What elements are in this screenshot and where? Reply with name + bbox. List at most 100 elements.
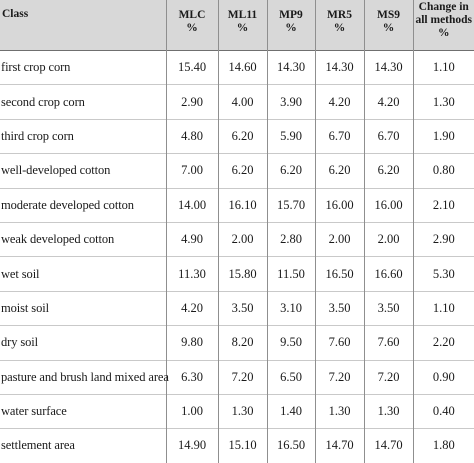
ml11-cell: 8.20 xyxy=(217,325,267,361)
class-cell: first crop corn xyxy=(1,60,71,75)
table-row: dry soil 9.80 8.20 9.50 7.60 7.60 2.20 xyxy=(0,325,474,361)
class-cell: moderate developed cotton xyxy=(0,187,166,223)
mr5-cell: 7.20 xyxy=(314,359,364,395)
ms9-cell: 6.70 xyxy=(363,118,413,154)
ms9-cell: 14.30 xyxy=(363,50,413,85)
mp9-cell: 3.90 xyxy=(266,84,315,120)
ml11-cell: 7.20 xyxy=(217,359,267,395)
change-cell: 2.90 xyxy=(412,221,474,257)
ms9-cell: 1.30 xyxy=(363,393,413,429)
mp9-cell: 6.50 xyxy=(266,359,315,395)
mp9-cell: 1.40 xyxy=(266,393,315,429)
table-row: second crop corn 2.90 4.00 3.90 4.20 4.2… xyxy=(0,84,474,120)
mlc-cell: 11.30 xyxy=(165,256,218,292)
mp9-cell: 5.90 xyxy=(266,118,315,154)
change-cell: 1.80 xyxy=(412,428,474,463)
table-row: moist soil 4.20 3.50 3.10 3.50 3.50 1.10 xyxy=(0,290,474,326)
table-row: first crop corn 15.40 14.60 14.30 14.30 … xyxy=(0,50,474,85)
class-cell: wet soil xyxy=(0,256,166,292)
table-body: first crop corn 15.40 14.60 14.30 14.30 … xyxy=(0,50,474,463)
mp9-cell: 3.10 xyxy=(266,290,315,326)
ms9-cell: 4.20 xyxy=(363,84,413,120)
class-cell: settlement area xyxy=(0,428,166,463)
mr5-cell: 1.30 xyxy=(314,393,364,429)
mp9-cell: 9.50 xyxy=(266,325,315,361)
mlc-cell: 15.40 xyxy=(165,50,218,85)
mp9-cell: 14.30 xyxy=(266,50,315,85)
header-mp9: MP9% xyxy=(266,0,315,51)
ml11-cell: 16.10 xyxy=(217,187,267,223)
ml11-cell: 6.20 xyxy=(217,153,267,189)
ml11-cell: 4.00 xyxy=(217,84,267,120)
ml11-cell: 14.60 xyxy=(217,50,267,85)
header-mr5: MR5% xyxy=(314,0,364,51)
class-cell: second crop corn xyxy=(0,84,166,120)
mlc-cell: 7.00 xyxy=(165,153,218,189)
change-cell: 2.20 xyxy=(412,325,474,361)
class-cell: pasture and brush land mixed area xyxy=(0,359,169,395)
mr5-cell: 16.50 xyxy=(314,256,364,292)
table-row: pasture and brush land mixed area 6.30 7… xyxy=(0,359,474,395)
change-cell: 1.90 xyxy=(412,118,474,154)
change-cell: 1.30 xyxy=(412,84,474,120)
change-cell: 1.10 xyxy=(412,290,474,326)
mr5-cell: 6.20 xyxy=(314,153,364,189)
table-row: wet soil 11.30 15.80 11.50 16.50 16.60 5… xyxy=(0,256,474,292)
mp9-cell: 11.50 xyxy=(266,256,315,292)
mr5-cell: 4.20 xyxy=(314,84,364,120)
table-row: settlement area 14.90 15.10 16.50 14.70 … xyxy=(0,428,474,463)
class-cell: weak developed cotton xyxy=(0,221,166,257)
class-cell: moist soil xyxy=(0,290,166,326)
mr5-cell: 6.70 xyxy=(314,118,364,154)
ml11-cell: 15.10 xyxy=(217,428,267,463)
table-row: weak developed cotton 4.90 2.00 2.80 2.0… xyxy=(0,221,474,257)
ms9-cell: 7.20 xyxy=(363,359,413,395)
header-change: Change in all methods% xyxy=(412,0,474,51)
ml11-cell: 2.00 xyxy=(217,221,267,257)
mlc-cell: 4.90 xyxy=(165,221,218,257)
ms9-cell: 6.20 xyxy=(363,153,413,189)
ml11-cell: 1.30 xyxy=(217,393,267,429)
header-class: Class xyxy=(0,0,166,51)
mlc-cell: 14.90 xyxy=(165,428,218,463)
class-cell: water surface xyxy=(0,393,166,429)
mlc-cell: 14.00 xyxy=(165,187,218,223)
mp9-cell: 15.70 xyxy=(266,187,315,223)
header-mlc: MLC% xyxy=(165,0,218,51)
mr5-cell: 14.70 xyxy=(314,428,364,463)
header-ml11: ML11% xyxy=(217,0,267,51)
table-row: water surface 1.00 1.30 1.40 1.30 1.30 0… xyxy=(0,393,474,429)
change-cell: 1.10 xyxy=(412,50,474,85)
ms9-cell: 2.00 xyxy=(363,221,413,257)
change-cell: 0.40 xyxy=(412,393,474,429)
header-ms9: MS9% xyxy=(363,0,413,51)
mlc-cell: 1.00 xyxy=(165,393,218,429)
mp9-cell: 6.20 xyxy=(266,153,315,189)
mlc-cell: 6.30 xyxy=(165,359,218,395)
ml11-cell: 3.50 xyxy=(217,290,267,326)
class-cell: well-developed cotton xyxy=(0,153,166,189)
ms9-cell: 16.60 xyxy=(363,256,413,292)
change-cell: 0.90 xyxy=(412,359,474,395)
mlc-cell: 9.80 xyxy=(165,325,218,361)
mr5-cell: 3.50 xyxy=(314,290,364,326)
mlc-cell: 2.90 xyxy=(165,84,218,120)
ms9-cell: 16.00 xyxy=(363,187,413,223)
ms9-cell: 14.70 xyxy=(363,428,413,463)
header-row: Class MLC% ML11% MP9% MR5% MS9% Change i… xyxy=(0,0,474,51)
mlc-cell: 4.20 xyxy=(165,290,218,326)
table-row: well-developed cotton 7.00 6.20 6.20 6.2… xyxy=(0,153,474,189)
mlc-cell: 4.80 xyxy=(165,118,218,154)
ms9-cell: 7.60 xyxy=(363,325,413,361)
mr5-cell: 14.30 xyxy=(314,50,364,85)
mp9-cell: 16.50 xyxy=(266,428,315,463)
table-header: Class MLC% ML11% MP9% MR5% MS9% Change i… xyxy=(0,0,474,51)
mr5-cell: 7.60 xyxy=(314,325,364,361)
change-cell: 5.30 xyxy=(412,256,474,292)
class-cell: dry soil xyxy=(0,325,166,361)
mr5-cell: 16.00 xyxy=(314,187,364,223)
ml11-cell: 6.20 xyxy=(217,118,267,154)
ml11-cell: 15.80 xyxy=(217,256,267,292)
change-cell: 2.10 xyxy=(412,187,474,223)
